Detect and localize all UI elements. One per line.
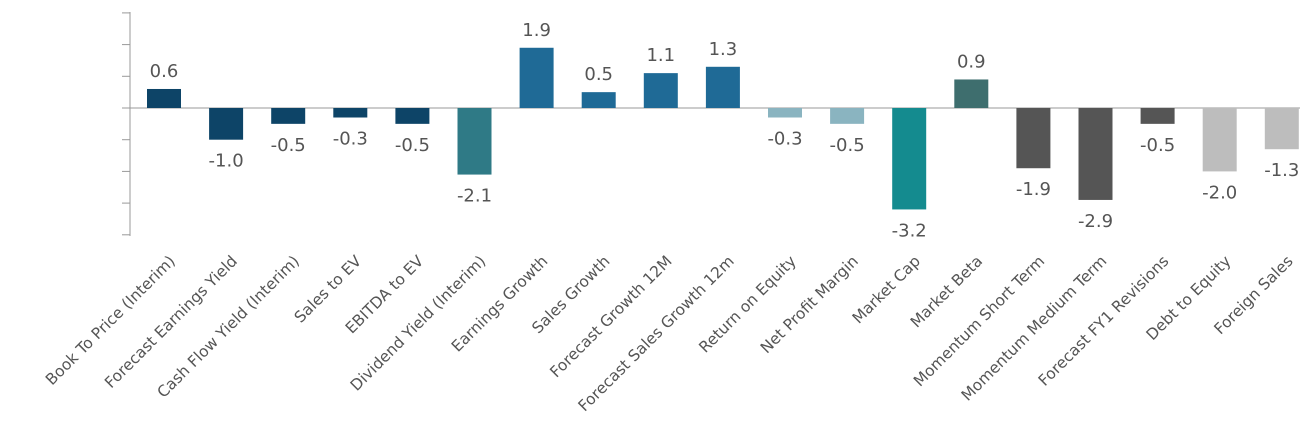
data-label: -0.3 [333, 129, 368, 150]
bar [581, 92, 616, 108]
bar [768, 108, 802, 118]
bar [209, 108, 244, 140]
category-tick-label: Forecast Growth 12M [546, 252, 675, 381]
bar [643, 73, 678, 108]
data-label: 1.3 [709, 39, 738, 60]
data-label: -2.1 [457, 186, 492, 207]
bar [333, 108, 368, 118]
data-label: -0.5 [1140, 135, 1175, 156]
bar [830, 108, 865, 124]
data-label: -2.9 [1078, 211, 1113, 232]
bar [519, 47, 554, 108]
bars-group [147, 47, 1299, 210]
bar [705, 66, 740, 108]
bar [271, 108, 306, 124]
data-label: -0.3 [767, 129, 802, 150]
data-label: 1.9 [522, 20, 551, 41]
y-axis-ticks [122, 12, 130, 236]
data-label: 0.6 [150, 61, 179, 82]
bar [457, 108, 492, 175]
data-label: -1.0 [209, 151, 244, 172]
bar [1140, 108, 1175, 124]
data-label: -1.9 [1016, 179, 1051, 200]
data-label: 1.1 [646, 45, 675, 66]
data-label: -3.2 [892, 220, 927, 241]
data-label: -0.5 [395, 135, 430, 156]
bar [1016, 108, 1051, 169]
category-labels-group: Book To Price (Interim)Forecast Earnings… [42, 252, 1297, 415]
value-labels-group: 0.6 -1.0 -0.5 -0.3 -0.5 -2.1 1.9 0.5 1.1 1.3 -0.3 -… [150, 20, 1300, 242]
data-label: -1.3 [1264, 160, 1299, 181]
data-label: 0.9 [957, 51, 986, 72]
bar [147, 88, 181, 108]
data-label: -0.5 [830, 135, 865, 156]
category-tick-label: Book To Price (Interim) [42, 252, 179, 389]
data-label: -2.0 [1202, 182, 1237, 203]
bar [892, 108, 927, 210]
bar [954, 79, 989, 108]
data-label: 0.5 [584, 64, 613, 85]
data-label: -0.5 [271, 135, 306, 156]
bar [1078, 108, 1113, 200]
bar [395, 108, 430, 124]
bar [1202, 108, 1237, 172]
bar [1264, 108, 1299, 150]
